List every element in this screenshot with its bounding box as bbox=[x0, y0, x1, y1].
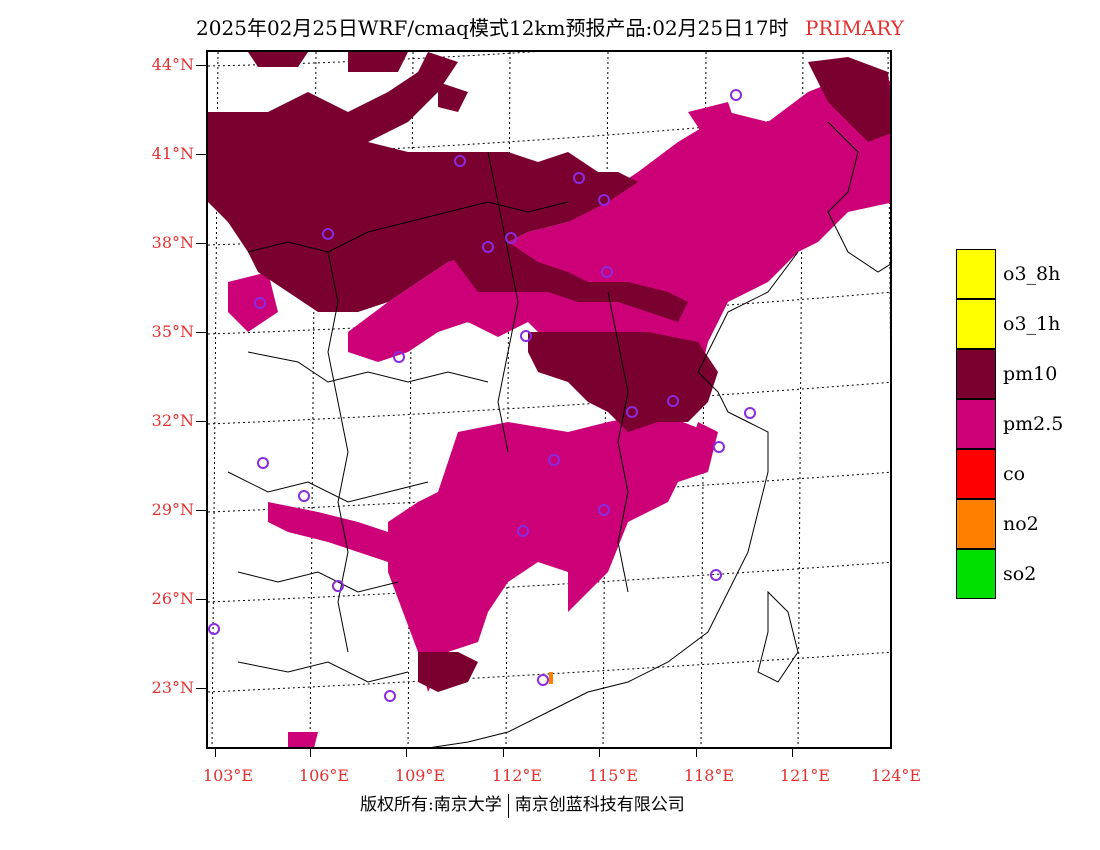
map-canvas bbox=[208, 52, 890, 747]
legend-swatch bbox=[956, 249, 996, 299]
legend-label: o3_8h bbox=[1003, 263, 1061, 285]
lon-tick bbox=[792, 749, 793, 757]
lon-label-103: 103°E bbox=[202, 766, 254, 785]
lat-label-35: 35°N bbox=[151, 322, 194, 341]
lon-tick bbox=[503, 749, 504, 757]
lat-label-26: 26°N bbox=[151, 589, 194, 608]
pm25-area bbox=[228, 72, 890, 747]
boundaries bbox=[227, 121, 890, 747]
lat-label-23: 23°N bbox=[151, 678, 194, 697]
legend-label: co bbox=[1003, 463, 1026, 485]
lat-tick bbox=[196, 332, 206, 333]
legend-swatch bbox=[956, 499, 996, 549]
pollutant-legend: o3_8h o3_1h pm10 pm2.5 co no2 so2 bbox=[956, 249, 1100, 599]
lat-tick bbox=[196, 243, 206, 244]
footer-left: 版权所有:南京大学 bbox=[360, 795, 502, 815]
forecast-map bbox=[206, 50, 892, 749]
lat-tick bbox=[196, 599, 206, 600]
lat-label-29: 29°N bbox=[151, 500, 194, 519]
legend-item: co bbox=[956, 449, 1100, 499]
legend-label: pm10 bbox=[1003, 363, 1058, 385]
primary-tag: PRIMARY bbox=[804, 16, 904, 40]
lat-label-44: 44°N bbox=[151, 55, 194, 74]
lon-tick bbox=[215, 749, 216, 757]
lat-label-38: 38°N bbox=[151, 233, 194, 252]
lon-tick bbox=[599, 749, 600, 757]
title-text: 2025年02月25日WRF/cmaq模式12km预报产品:02月25日17时 bbox=[196, 16, 789, 40]
lon-label-112: 112°E bbox=[491, 766, 543, 785]
legend-item: pm10 bbox=[956, 349, 1100, 399]
lon-label-124: 124°E bbox=[870, 766, 922, 785]
lat-tick bbox=[196, 65, 206, 66]
legend-label: so2 bbox=[1003, 563, 1037, 585]
lat-tick bbox=[196, 421, 206, 422]
lon-tick bbox=[406, 749, 407, 757]
legend-swatch bbox=[956, 349, 996, 399]
station-markers bbox=[208, 89, 756, 702]
legend-item: so2 bbox=[956, 549, 1100, 599]
lat-label-41: 41°N bbox=[151, 144, 194, 163]
pm10-area bbox=[208, 52, 890, 692]
footer-right: 南京创蓝科技有限公司 bbox=[514, 795, 685, 815]
legend-item: o3_1h bbox=[956, 299, 1100, 349]
lon-tick bbox=[696, 749, 697, 757]
lat-tick bbox=[196, 154, 206, 155]
lat-tick bbox=[196, 510, 206, 511]
legend-swatch bbox=[956, 549, 996, 599]
copyright-footer: 版权所有:南京大学 南京创蓝科技有限公司 bbox=[360, 790, 685, 818]
legend-item: pm2.5 bbox=[956, 399, 1100, 449]
legend-swatch bbox=[956, 299, 996, 349]
lon-label-109: 109°E bbox=[394, 766, 446, 785]
lat-label-32: 32°N bbox=[151, 411, 194, 430]
lon-label-121: 121°E bbox=[779, 766, 831, 785]
legend-label: o3_1h bbox=[1003, 313, 1061, 335]
lat-tick bbox=[196, 688, 206, 689]
map-title: 2025年02月25日WRF/cmaq模式12km预报产品:02月25日17时 … bbox=[0, 12, 1100, 41]
lon-label-118: 118°E bbox=[683, 766, 735, 785]
lon-label-115: 115°E bbox=[587, 766, 639, 785]
legend-label: no2 bbox=[1003, 513, 1039, 535]
lon-tick bbox=[310, 749, 311, 757]
no2-marker bbox=[549, 672, 553, 684]
legend-swatch bbox=[956, 399, 996, 449]
legend-item: o3_8h bbox=[956, 249, 1100, 299]
legend-swatch bbox=[956, 449, 996, 499]
lon-label-106: 106°E bbox=[298, 766, 350, 785]
legend-item: no2 bbox=[956, 499, 1100, 549]
legend-label: pm2.5 bbox=[1003, 413, 1064, 435]
footer-separator bbox=[507, 793, 509, 818]
